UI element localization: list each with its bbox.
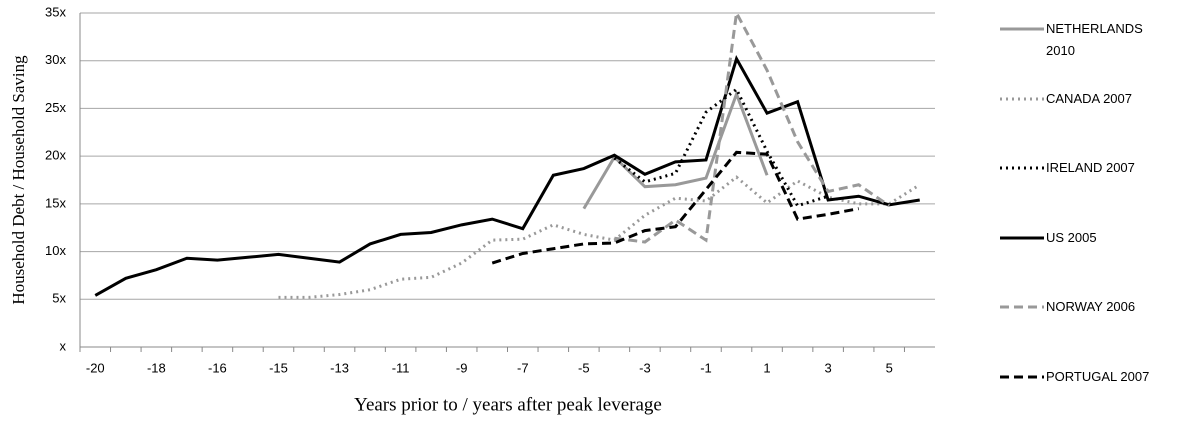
y-axis-title: Household Debt / Household Saving: [9, 55, 28, 305]
page: {"chart_data": {"type": "line", "y_label…: [0, 0, 1184, 420]
legend-label: IRELAND 2007: [1046, 157, 1166, 179]
y-tick-label: 5x: [52, 291, 66, 306]
legend-swatch: [998, 301, 1046, 313]
legend-label: PORTUGAL 2007: [1046, 366, 1166, 388]
y-tick-label: 25x: [45, 100, 66, 115]
legend-label: US 2005: [1046, 227, 1166, 249]
series-line: [492, 152, 858, 263]
legend-item: IRELAND 2007: [998, 157, 1178, 227]
series-line: [95, 59, 919, 296]
legend-item: NORWAY 2006: [998, 296, 1178, 366]
legend-item: US 2005: [998, 227, 1178, 297]
legend-item: NETHERLANDS 2010: [998, 18, 1178, 88]
y-tick-label: 20x: [45, 148, 66, 163]
legend-swatch: [998, 93, 1046, 105]
y-tick-label: 30x: [45, 52, 66, 67]
legend-label: CANADA 2007: [1046, 88, 1166, 110]
series-line: [614, 13, 889, 242]
x-tick-label: -20: [86, 360, 105, 375]
x-tick-label: -13: [330, 360, 349, 375]
x-tick-label: 5: [886, 360, 893, 375]
x-tick-label: 1: [763, 360, 770, 375]
x-axis-title: Years prior to / years after peak levera…: [354, 394, 662, 415]
legend: NETHERLANDS 2010 CANADA 2007 IRELAND 2007 U…: [998, 18, 1178, 435]
legend-item: PORTUGAL 2007: [998, 366, 1178, 435]
chart: Household Debt / Household Saving Years …: [0, 0, 990, 420]
x-tick-label: -11: [392, 360, 410, 375]
x-tick-label: -16: [208, 360, 227, 375]
x-tick-label: -9: [456, 360, 468, 375]
legend-label: NETHERLANDS 2010: [1046, 18, 1166, 62]
legend-swatch: [998, 162, 1046, 174]
x-tick-label: -18: [147, 360, 166, 375]
x-tick-label: 3: [825, 360, 832, 375]
series-line: [278, 177, 919, 297]
legend-label: NORWAY 2006: [1046, 296, 1166, 318]
y-tick-label: 15x: [45, 195, 66, 210]
x-tick-label: -1: [700, 360, 712, 375]
legend-swatch: [998, 23, 1046, 35]
y-tick-label: 10x: [45, 243, 66, 258]
x-tick-label: -5: [578, 360, 590, 375]
legend-swatch: [998, 371, 1046, 383]
legend-swatch: [998, 232, 1046, 244]
y-tick-label: x: [60, 338, 67, 353]
x-tick-label: -3: [639, 360, 651, 375]
x-tick-label: -15: [269, 360, 288, 375]
x-tick-label: -7: [517, 360, 529, 375]
legend-item: CANADA 2007: [998, 88, 1178, 158]
y-tick-label: 35x: [45, 4, 66, 19]
